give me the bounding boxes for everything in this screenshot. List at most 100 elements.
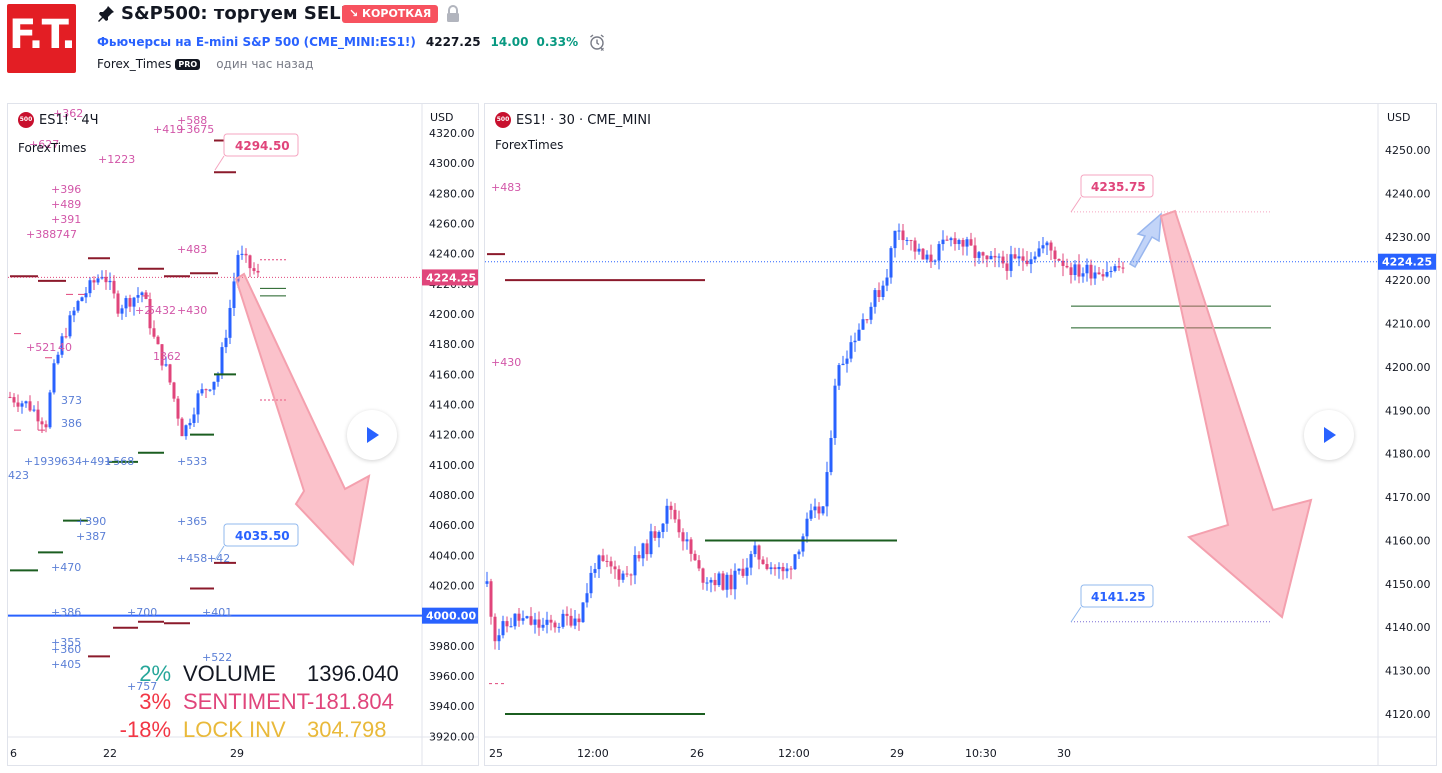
left-y-tick: 3960.00	[429, 670, 475, 683]
right-candle-body	[813, 506, 817, 511]
right-candle-body	[869, 306, 873, 320]
right-candle-body	[1021, 256, 1025, 261]
left-candle-body	[16, 402, 20, 407]
right-candle-body	[861, 319, 865, 330]
right-candle-body	[1081, 273, 1085, 277]
right-candle-body	[493, 616, 497, 642]
left-x-tick: 6	[10, 747, 17, 760]
right-candle-body	[673, 509, 677, 520]
left-candle-body	[68, 315, 72, 337]
right-candle-body	[749, 554, 753, 568]
author-logo[interactable]: F.T.	[7, 4, 76, 73]
posted-time: один час назад	[216, 57, 314, 71]
right-callout-bottom-label: 4141.25	[1091, 590, 1146, 604]
right-candle-body	[1061, 260, 1065, 266]
right-x-tick: 30	[1057, 747, 1071, 760]
right-play-button[interactable]	[1304, 410, 1354, 460]
right-chart-svg[interactable]: USD 4250.00 4240.00 4230.00 4220.00 4210.00 42…	[485, 104, 1436, 765]
left-chart-author: ForexTimes	[18, 141, 87, 155]
right-candle-body	[957, 239, 961, 245]
right-candle-body	[709, 579, 713, 583]
right-chart-legend: 500 ES1! · 30 · CME_MINI	[495, 112, 651, 128]
left-candle-body	[196, 393, 200, 415]
left-candle-body	[108, 280, 112, 283]
right-candle-body	[773, 567, 777, 570]
right-candle-body	[701, 568, 705, 583]
left-volume-label-blue: +405	[51, 658, 81, 671]
right-volume-label-pink: +483	[491, 181, 521, 194]
right-candle-body	[717, 573, 721, 586]
left-candle-body	[8, 396, 12, 398]
left-volume-label-blue: +533	[177, 455, 207, 468]
left-candle-body	[164, 364, 168, 366]
play-icon	[1324, 427, 1336, 443]
right-candle-body	[789, 568, 793, 570]
right-candle-body	[501, 621, 505, 636]
right-candle-body	[981, 252, 985, 256]
right-candle-body	[885, 277, 889, 286]
right-y-tick: 4240.00	[1385, 187, 1431, 200]
right-candle-body	[1093, 272, 1097, 279]
right-candle-body	[765, 564, 769, 570]
left-callout-top-pointer	[214, 155, 225, 171]
stat-volume-value: 1396.040	[307, 661, 399, 686]
right-candle-body	[1033, 256, 1037, 260]
left-volume-label-pink: +430	[177, 304, 207, 317]
left-chart-panel[interactable]: USD 4320.00 4300.00 4280.00 4260.00 4240.00 42…	[7, 103, 479, 766]
right-candle-body	[621, 573, 625, 580]
left-callout-bottom-label: 4035.50	[235, 529, 290, 543]
right-candle-body	[677, 519, 681, 533]
left-callout-top-box	[223, 133, 299, 157]
right-candle-body	[637, 554, 641, 559]
right-candle-body	[1009, 254, 1013, 271]
left-volume-label-blue: +387	[76, 530, 106, 543]
left-y-tick: 4040.00	[429, 549, 475, 562]
right-candle-body	[585, 593, 589, 603]
alarm-clock-icon[interactable]	[588, 33, 606, 51]
left-candle-body	[24, 401, 28, 404]
right-candle-body	[969, 239, 973, 246]
right-candle-body	[893, 230, 897, 249]
right-candle-body	[565, 613, 569, 616]
right-candle-body	[1069, 267, 1073, 276]
right-candle-body	[769, 567, 773, 570]
left-play-button[interactable]	[347, 410, 397, 460]
right-candle-body	[761, 559, 765, 565]
right-x-tick: 10:30	[965, 747, 997, 760]
left-y-tick: 4020.00	[429, 580, 475, 593]
right-candle-body	[553, 622, 557, 628]
price-change-percent: 0.33%	[536, 35, 579, 49]
right-candle-body	[1017, 256, 1021, 259]
right-candle-body	[881, 285, 885, 297]
right-candle-body	[845, 358, 849, 364]
stat-lock-inv-name: LOCK INV	[183, 717, 286, 742]
left-volume-label-blue: +390	[76, 515, 106, 528]
right-candle-body	[669, 505, 673, 510]
right-candle-body	[641, 543, 645, 559]
left-last-price-tag	[422, 269, 478, 286]
right-candle-body	[541, 624, 545, 628]
left-candle-body	[252, 268, 256, 271]
left-candle-body	[92, 280, 96, 283]
right-candle-body	[577, 618, 581, 623]
price-change: 14.00	[490, 35, 529, 49]
instrument-ticker-link[interactable]: (CME_MINI:ES1!)	[303, 35, 416, 49]
left-chart-legend-text: ES1! · 4Ч	[39, 112, 99, 128]
right-y-tick: 4250.00	[1385, 144, 1431, 157]
left-volume-label-blue: +757	[127, 680, 157, 693]
right-chart-panel[interactable]: USD 4250.00 4240.00 4230.00 4220.00 4210.00 42…	[484, 103, 1437, 766]
right-candle-body	[801, 536, 805, 552]
left-candle-body	[40, 421, 44, 425]
left-volume-label-pink: 40	[58, 341, 72, 354]
instrument-name-link[interactable]: Фьючерсы на E-mini S&P 500	[97, 35, 300, 49]
stat-volume-name: VOLUME	[183, 661, 276, 686]
left-chart-svg[interactable]: USD 4320.00 4300.00 4280.00 4260.00 4240.00 42…	[8, 104, 478, 765]
right-candle-body	[713, 579, 717, 586]
right-y-tick: 4180.00	[1385, 448, 1431, 461]
right-up-arrow	[1129, 212, 1162, 269]
left-candle-body	[132, 297, 136, 307]
author-name-link[interactable]: Forex_Times	[97, 57, 172, 71]
right-candle-body	[485, 581, 489, 584]
right-candle-body	[853, 340, 857, 343]
left-candle-body	[96, 278, 100, 283]
